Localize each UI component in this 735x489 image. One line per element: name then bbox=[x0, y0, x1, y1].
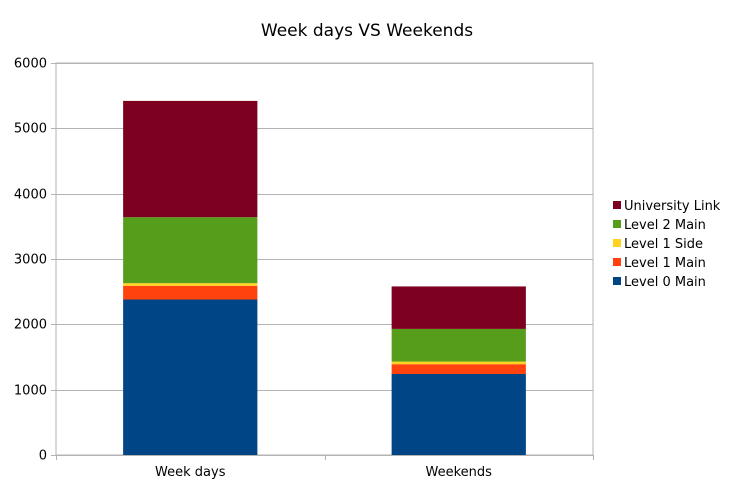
bar-segment bbox=[391, 361, 526, 365]
legend-label: Level 2 Main bbox=[624, 218, 706, 233]
legend-label: University Link bbox=[624, 199, 721, 214]
legend-swatch bbox=[613, 220, 621, 228]
bar-segment bbox=[391, 364, 526, 374]
legend-swatch bbox=[613, 258, 621, 266]
y-tick-label: 1000 bbox=[14, 384, 47, 399]
bar-segment bbox=[391, 328, 526, 362]
legend-item: Level 2 Main bbox=[613, 218, 706, 233]
bars bbox=[123, 100, 526, 455]
y-tick-label: 5000 bbox=[14, 122, 47, 137]
legend-item: Level 1 Main bbox=[613, 256, 706, 271]
bar-segment bbox=[391, 286, 526, 329]
x-tick-label: Weekends bbox=[426, 465, 493, 480]
legend-item: Level 0 Main bbox=[613, 275, 706, 290]
y-tick-label: 3000 bbox=[14, 253, 47, 268]
y-tick-label: 6000 bbox=[14, 57, 47, 72]
legend-swatch bbox=[613, 277, 621, 285]
legend-label: Level 0 Main bbox=[624, 275, 706, 290]
legend-swatch bbox=[613, 239, 621, 247]
legend-label: Level 1 Side bbox=[624, 237, 703, 252]
legend: University Link Level 2 Main Level 1 Side L… bbox=[613, 199, 721, 290]
y-tick-label: 2000 bbox=[14, 318, 47, 333]
bar-segment bbox=[123, 283, 258, 286]
x-tick-label: Week days bbox=[155, 465, 226, 480]
bar-segment bbox=[123, 285, 258, 300]
legend-item: Level 1 Side bbox=[613, 237, 703, 252]
chart-title: Week days VS Weekends bbox=[261, 21, 473, 41]
bar-segment bbox=[123, 100, 258, 218]
legend-label: Level 1 Main bbox=[624, 256, 706, 271]
bar-segment bbox=[123, 217, 258, 284]
legend-item: University Link bbox=[613, 199, 721, 214]
axes: 0 1000 2000 3000 4000 5000 6000 Week days Weeken… bbox=[14, 57, 594, 480]
bar-segment bbox=[391, 373, 526, 455]
y-tick-label: 0 bbox=[39, 449, 47, 464]
bar-segment bbox=[123, 299, 258, 455]
legend-swatch bbox=[613, 201, 621, 209]
y-tick-label: 4000 bbox=[14, 188, 47, 203]
